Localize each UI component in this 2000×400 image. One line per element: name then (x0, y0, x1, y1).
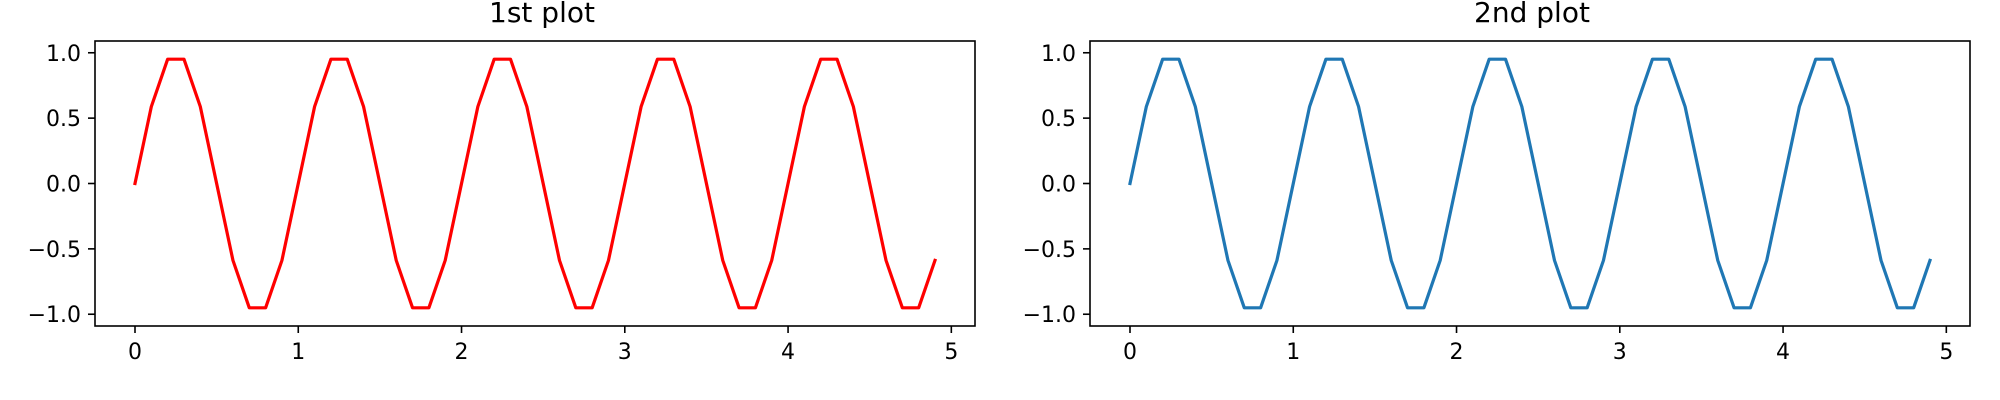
chart-title: 1st plot (489, 0, 595, 29)
x-tick-label: 3 (618, 340, 632, 365)
y-tick-label: −0.5 (1023, 238, 1076, 263)
y-tick-label: −1.0 (28, 303, 81, 328)
y-tick-label: −1.0 (1023, 303, 1076, 328)
plot-area (1128, 57, 1933, 310)
subplot-1st-plot: 1st plot 0 1 2 3 4 5 −1.0 −0.5 0.0 0.5 1.0 (28, 0, 976, 365)
series-line (1128, 57, 1933, 310)
axis-ticks: 0 1 2 3 4 5 −1.0 −0.5 0.0 0.5 1.0 (1023, 42, 1954, 365)
x-tick-label: 4 (1776, 340, 1790, 365)
y-tick-label: 0.0 (46, 173, 81, 198)
chart-title: 2nd plot (1474, 0, 1590, 29)
x-tick-label: 4 (781, 340, 795, 365)
subplot-2nd-plot: 2nd plot 0 1 2 3 4 5 −1.0 −0.5 0.0 0.5 1.0 (1023, 0, 1971, 365)
y-tick-label: 1.0 (46, 42, 81, 67)
axis-ticks: 0 1 2 3 4 5 −1.0 −0.5 0.0 0.5 1.0 (28, 42, 959, 365)
series-line (133, 57, 938, 310)
x-tick-label: 3 (1613, 340, 1627, 365)
x-tick-label: 5 (1939, 340, 1953, 365)
plot-area (133, 57, 938, 310)
x-tick-label: 2 (1450, 340, 1464, 365)
y-tick-label: 1.0 (1041, 42, 1076, 67)
x-tick-label: 2 (455, 340, 469, 365)
x-tick-label: 1 (1286, 340, 1300, 365)
x-tick-label: 0 (1123, 340, 1137, 365)
y-tick-label: −0.5 (28, 238, 81, 263)
x-tick-label: 5 (944, 340, 958, 365)
y-tick-label: 0.5 (1041, 107, 1076, 132)
x-tick-label: 0 (128, 340, 142, 365)
y-tick-label: 0.0 (1041, 173, 1076, 198)
y-tick-label: 0.5 (46, 107, 81, 132)
x-tick-label: 1 (291, 340, 305, 365)
